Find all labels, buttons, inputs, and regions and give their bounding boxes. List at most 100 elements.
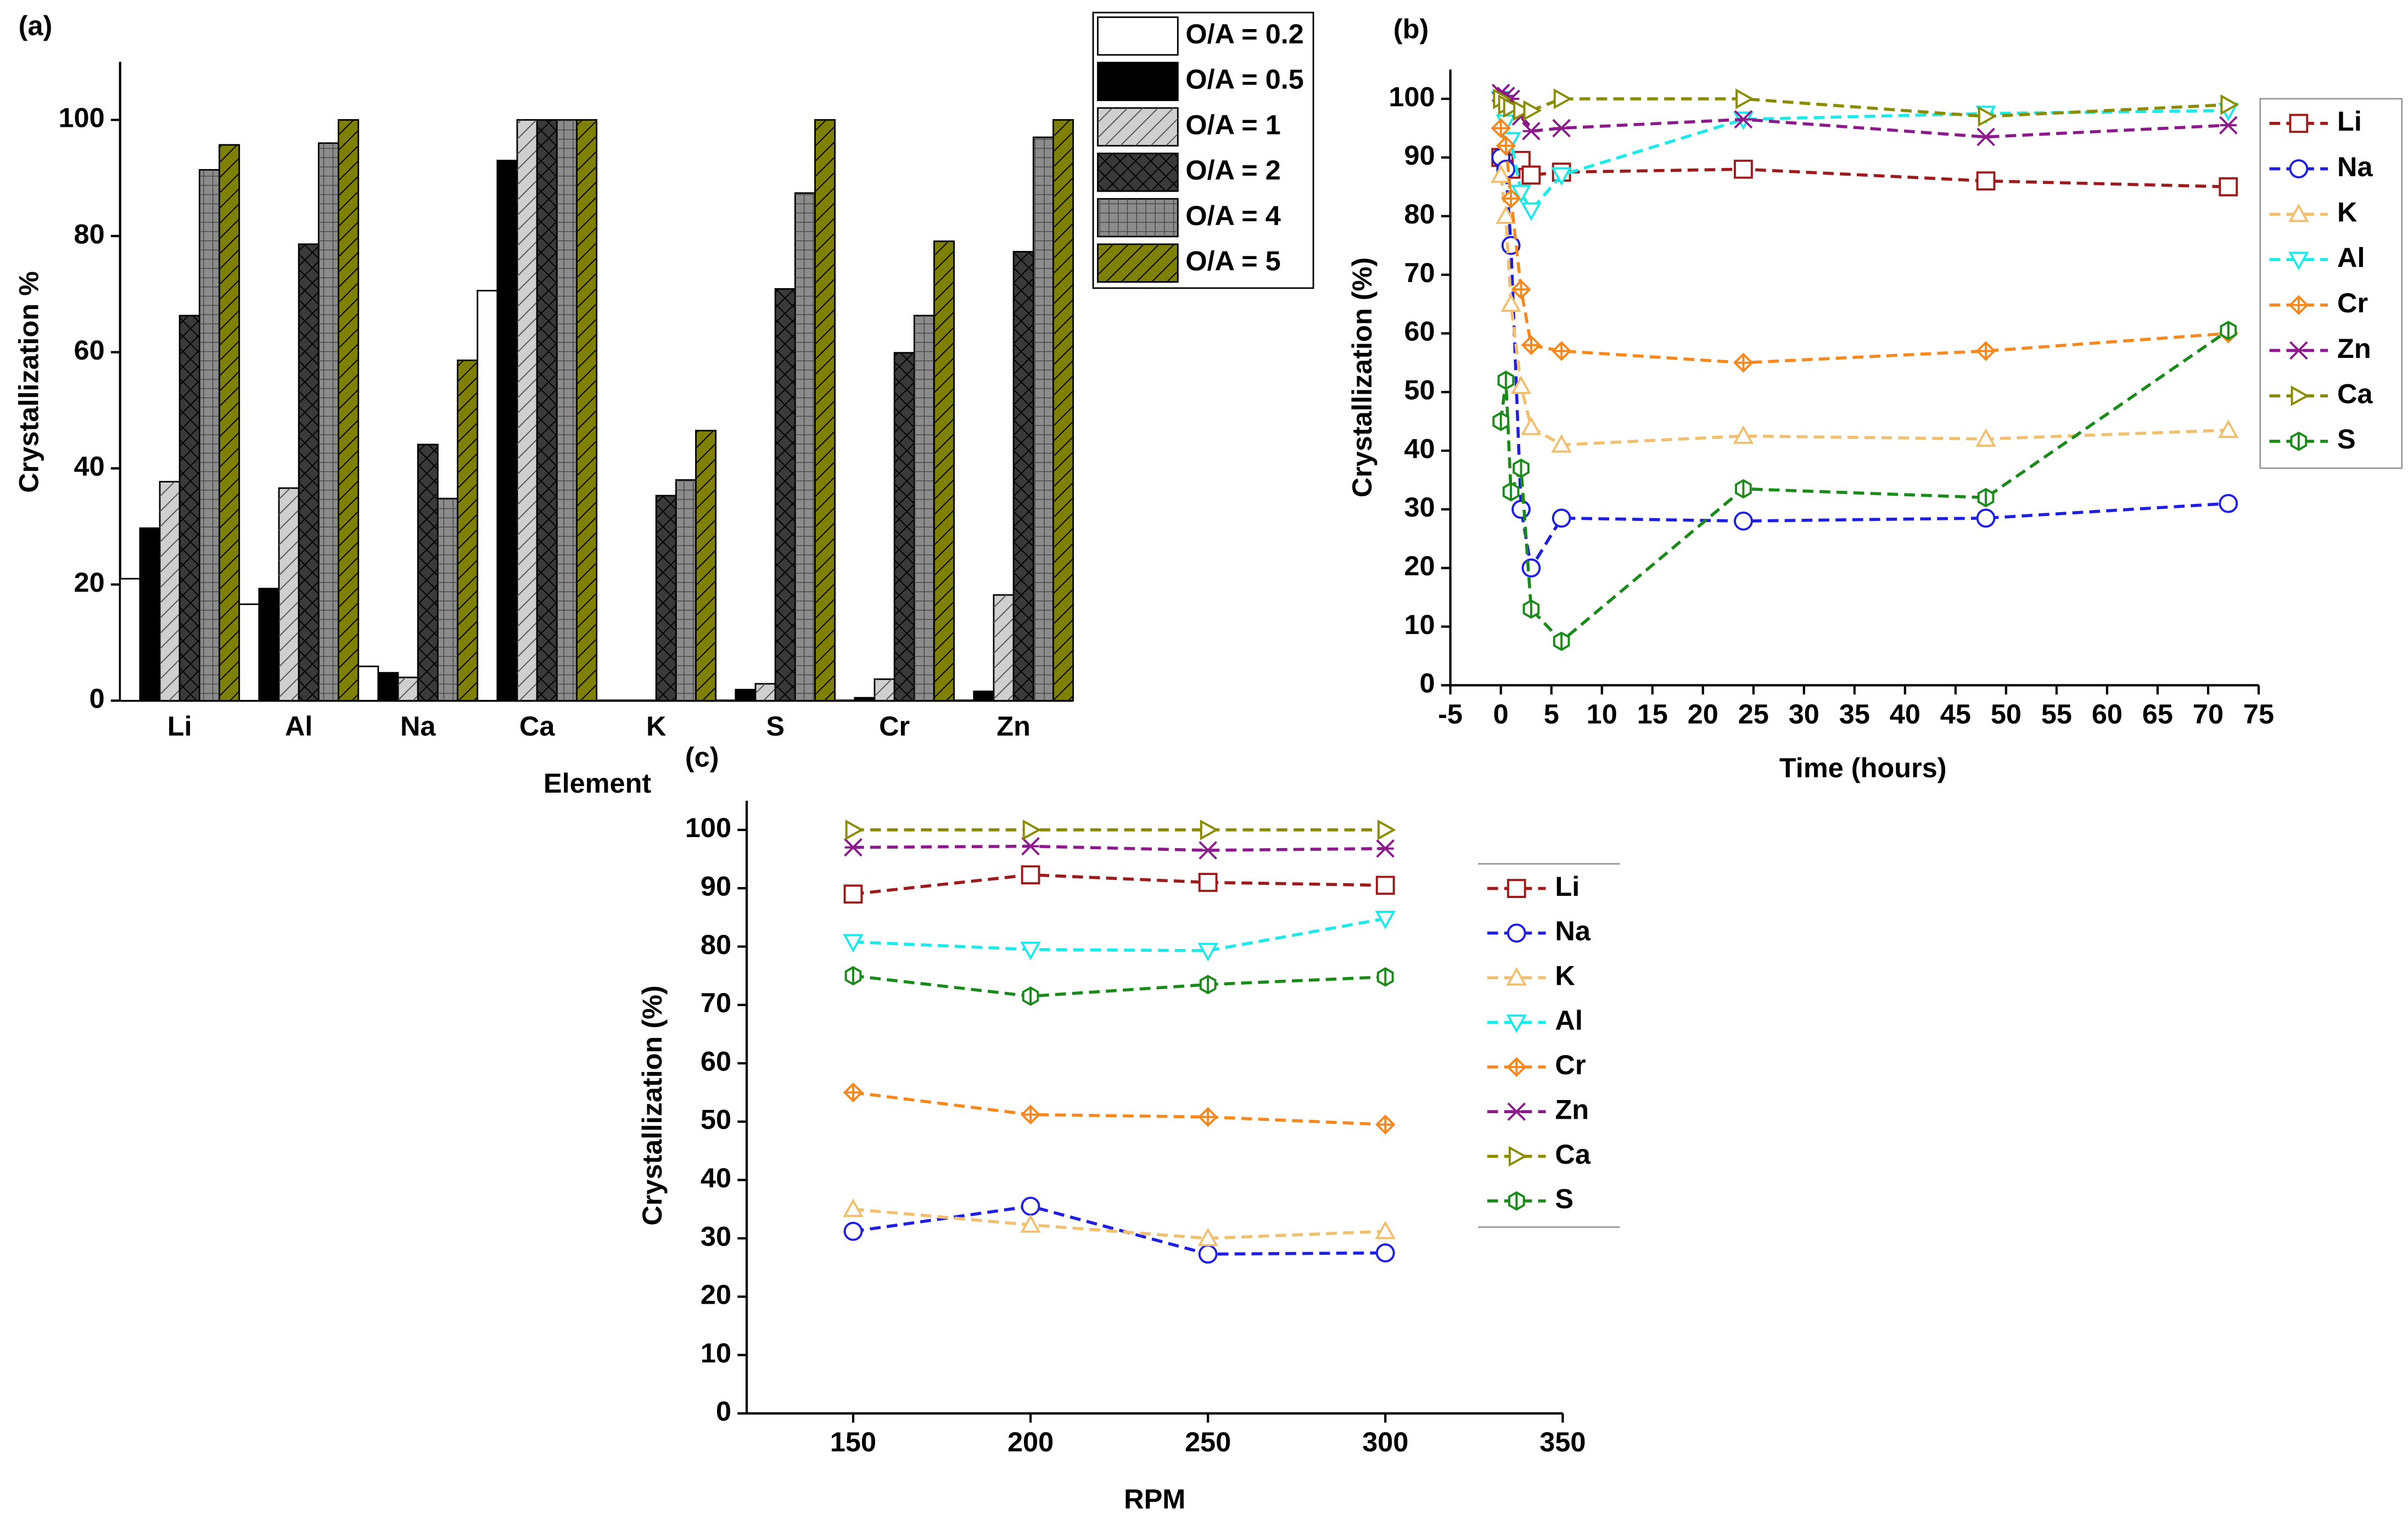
- marker: [1511, 500, 1531, 519]
- legend-hatch: [1097, 244, 1178, 282]
- bar: [258, 587, 280, 702]
- x-tick-label: 40: [1890, 698, 1920, 730]
- series-line: [1499, 156, 2228, 189]
- y-tick-label: 100: [1388, 81, 1435, 112]
- legend-label: S: [1555, 1183, 1573, 1214]
- y-tick-label: 70: [1404, 257, 1435, 288]
- marker: [1977, 487, 1995, 508]
- x-axis-label: RPM: [1124, 1483, 1185, 1514]
- y-tick-label: 80: [1404, 198, 1435, 229]
- marker: [1978, 106, 1997, 127]
- bar: [1052, 119, 1074, 702]
- marker: [1552, 119, 1571, 138]
- y-tick-label: 90: [1404, 139, 1435, 171]
- bar: [1032, 136, 1054, 702]
- marker: [1735, 479, 1752, 499]
- marker: [1497, 371, 1515, 390]
- x-tick-label: 35: [1839, 698, 1870, 730]
- x-tick-label: 10: [1587, 698, 1617, 730]
- legend-label: Na: [2337, 151, 2373, 182]
- marker: [1376, 967, 1394, 987]
- bar: [278, 487, 300, 702]
- marker: [1375, 1114, 1396, 1135]
- bar: [754, 683, 776, 702]
- legend-marker: [1507, 1057, 1527, 1078]
- x-tick-label: 55: [2041, 698, 2072, 730]
- bar: [536, 119, 558, 702]
- y-axis-label: Crystallization (%): [1346, 257, 1377, 497]
- bar: [993, 594, 1015, 702]
- y-tick-label: 80: [701, 929, 731, 960]
- bar: [854, 697, 876, 702]
- legend-marker: [2288, 295, 2309, 315]
- y-tick-label: 40: [1404, 433, 1435, 464]
- series-line: [1499, 156, 2228, 573]
- x-tick-label: 70: [2193, 698, 2224, 730]
- legend-marker: [2289, 159, 2309, 178]
- x-tick-label: 50: [1991, 698, 2021, 730]
- legend-marker: [1507, 1102, 1526, 1121]
- marker: [843, 1221, 863, 1241]
- legend-label: Li: [2337, 105, 2362, 137]
- legend-label: Cr: [2337, 287, 2368, 318]
- y-tick-label: 30: [1404, 491, 1435, 523]
- bar: [338, 119, 360, 702]
- series-line: [853, 917, 1386, 952]
- marker: [1521, 202, 1542, 221]
- bar: [397, 676, 419, 702]
- y-tick-label: 0: [716, 1395, 731, 1427]
- legend-box: [1092, 12, 1314, 289]
- marker: [1734, 511, 1753, 531]
- legend-label: O/A = 4: [1185, 200, 1280, 231]
- marker: [1733, 425, 1754, 444]
- marker: [1521, 165, 1541, 185]
- y-tick-label: 40: [74, 451, 105, 482]
- marker: [1735, 88, 1754, 109]
- bar: [457, 360, 479, 702]
- legend-marker: [1506, 1014, 1527, 1033]
- legend-marker: [1506, 967, 1527, 986]
- y-tick-label: 100: [685, 812, 731, 843]
- legend-label: Al: [1555, 1005, 1582, 1036]
- panel-label: (a): [19, 10, 53, 41]
- marker: [1022, 820, 1041, 840]
- marker: [843, 1082, 864, 1103]
- x-tick-label: 65: [2142, 698, 2173, 730]
- bar: [417, 444, 439, 702]
- bar: [219, 144, 240, 702]
- marker: [843, 934, 864, 953]
- bar: [675, 479, 697, 702]
- marker: [1500, 293, 1521, 312]
- legend-label: K: [1555, 960, 1575, 991]
- marker: [843, 1198, 864, 1218]
- y-tick-label: 10: [701, 1337, 731, 1368]
- marker: [2219, 177, 2238, 197]
- series-line: [853, 873, 1386, 896]
- marker: [1733, 352, 1754, 373]
- series-line: [1499, 98, 2228, 213]
- legend-label: K: [2337, 197, 2357, 228]
- bar: [436, 497, 458, 702]
- legend-label: O/A = 0.2: [1185, 18, 1304, 49]
- marker: [1551, 341, 1572, 361]
- legend-marker: [2290, 431, 2308, 451]
- bar: [377, 672, 399, 702]
- y-axis-label: Crystallization %: [13, 271, 44, 493]
- bar: [973, 691, 995, 702]
- legend-label: O/A = 0.5: [1185, 64, 1304, 95]
- marker: [1020, 1104, 1041, 1125]
- legend-label: Zn: [1555, 1094, 1589, 1125]
- bar: [794, 192, 816, 702]
- legend-label: O/A = 2: [1185, 154, 1280, 186]
- marker: [1377, 820, 1396, 840]
- legend-marker: [1507, 923, 1526, 943]
- legend-hatch: [1097, 153, 1178, 192]
- series-line: [853, 1204, 1386, 1256]
- marker: [1199, 841, 1218, 860]
- marker: [1734, 110, 1753, 129]
- bar: [893, 352, 915, 702]
- x-tick-label: 20: [1688, 698, 1718, 730]
- marker: [1551, 167, 1572, 186]
- marker: [1552, 508, 1571, 528]
- marker: [2219, 493, 2238, 513]
